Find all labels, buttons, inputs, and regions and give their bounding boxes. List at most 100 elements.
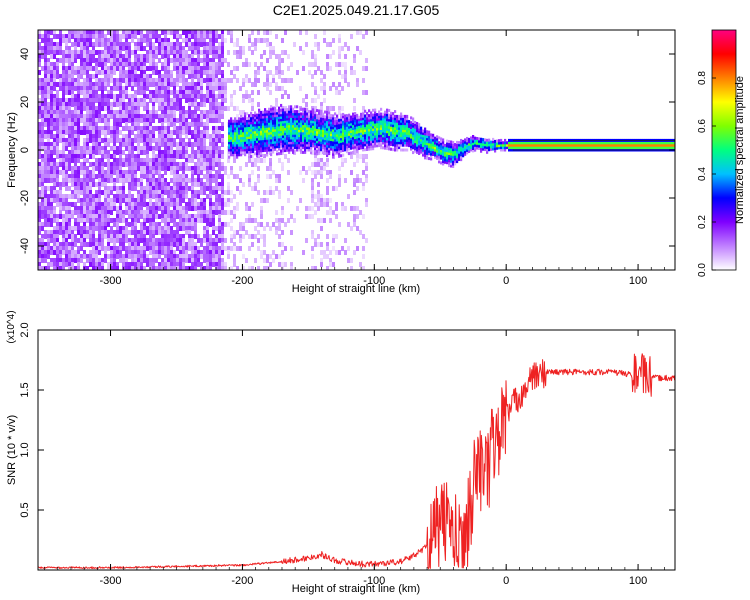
band-cell [286,134,289,138]
noise-cell [137,58,140,63]
noise-cell [95,202,98,207]
noise-cell [128,230,131,235]
band-cell [312,127,315,131]
noise-cell [110,238,113,243]
band-cell [238,129,241,133]
noise-cell [92,66,95,71]
noise-cell [152,94,155,99]
noise-cell [65,222,68,227]
noise-cell [215,126,218,131]
band-cell [280,127,283,131]
noise-cell [176,182,179,187]
noise-cell [125,210,128,215]
noise-cell [287,198,290,203]
noise-cell [200,206,203,211]
noise-cell [161,142,164,147]
noise-cell [266,198,269,203]
noise-cell [53,134,56,139]
noise-cell [167,70,170,75]
noise-cell [68,258,71,263]
noise-cell [176,130,179,135]
band-cell [288,105,291,109]
noise-cell [47,210,50,215]
band-cell [230,148,233,152]
noise-cell [101,58,104,63]
noise-cell [155,166,158,171]
noise-cell [194,130,197,135]
noise-cell [47,94,50,99]
noise-cell [137,54,140,59]
band-cell [240,150,243,154]
noise-cell [203,198,206,203]
noise-cell [134,170,137,175]
noise-cell [167,138,170,143]
noise-cell [212,226,215,231]
noise-cell [149,174,152,179]
band-cell [254,152,257,156]
noise-cell [155,230,158,235]
noise-cell [317,158,320,163]
noise-cell [209,98,212,103]
band-cell [264,112,267,116]
noise-cell [191,194,194,199]
noise-cell [71,178,74,183]
noise-cell [92,226,95,231]
noise-cell [77,54,80,59]
noise-cell [158,242,161,247]
noise-cell [212,214,215,219]
noise-cell [125,170,128,175]
noise-cell [170,118,173,123]
band-cell [284,113,287,117]
noise-cell [188,258,191,263]
noise-cell [215,238,218,243]
noise-cell [197,166,200,171]
band-cell [248,121,251,125]
noise-cell [329,42,332,47]
noise-cell [311,50,314,55]
noise-cell [269,46,272,51]
noise-cell [89,102,92,107]
band-cell [250,138,253,142]
noise-cell [152,114,155,119]
noise-cell [131,82,134,87]
noise-cell [155,46,158,51]
noise-cell [41,130,44,135]
noise-cell [155,70,158,75]
noise-cell [59,162,62,167]
noise-cell [218,70,221,75]
noise-cell [92,230,95,235]
noise-cell [182,130,185,135]
noise-cell [77,178,80,183]
noise-cell [80,214,83,219]
band-cell [274,121,277,125]
noise-cell [38,206,41,211]
noise-cell [53,258,56,263]
noise-cell [56,234,59,239]
noise-cell [77,186,80,191]
noise-cell [206,126,209,131]
noise-cell [167,122,170,127]
noise-cell [209,166,212,171]
noise-cell [71,246,74,251]
noise-cell [68,206,71,211]
noise-cell [131,158,134,163]
band-cell [340,125,343,129]
band-cell [328,128,331,132]
band-cell [304,131,307,135]
noise-cell [41,206,44,211]
noise-cell [164,246,167,251]
noise-cell [83,70,86,75]
noise-cell [113,182,116,187]
band-cell [262,141,265,145]
band-cell [298,134,301,138]
noise-cell [179,206,182,211]
noise-cell [137,218,140,223]
band-cell [334,126,337,130]
band-cell [340,120,343,124]
noise-cell [206,118,209,123]
noise-cell [209,94,212,99]
band-cell [340,118,343,122]
noise-cell [65,78,68,83]
noise-cell [92,30,95,35]
noise-cell [122,138,125,143]
